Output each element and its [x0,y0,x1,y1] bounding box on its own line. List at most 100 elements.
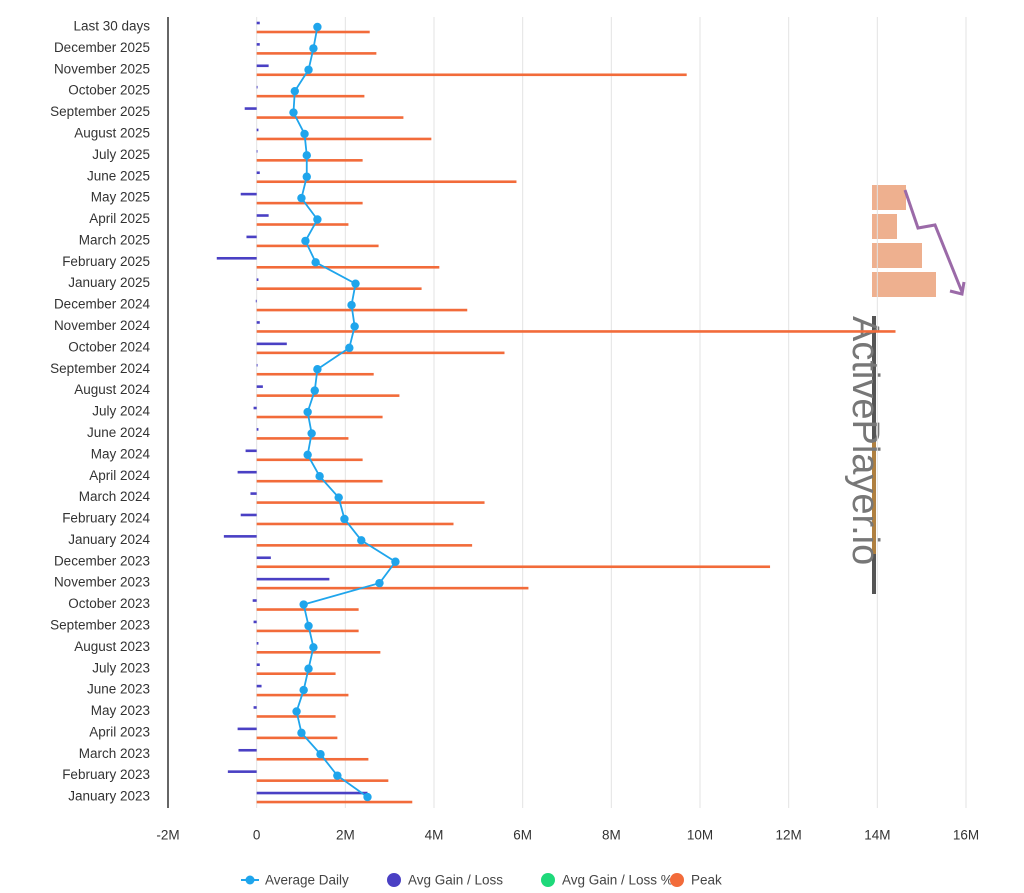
point [313,365,322,374]
x-tick-label: 12M [776,828,802,843]
watermark: ActivePlayer.io [844,316,886,565]
point [340,514,349,524]
y-tick-label: June 2023 [87,682,150,697]
y-tick-label: August 2023 [74,639,150,654]
point [299,685,308,695]
bar [256,556,271,560]
legend-swatch [245,875,255,885]
bar [245,449,257,453]
bar [256,428,259,431]
bar [256,244,379,248]
bar [216,256,257,260]
y-tick-label: May 2023 [91,703,150,718]
y-tick-label: October 2023 [68,596,150,611]
bar [256,351,505,355]
y-tick-label: July 2025 [92,147,150,162]
bar [256,608,359,611]
bar [256,779,389,782]
point [333,771,342,780]
legend-swatch [670,873,684,887]
bar [256,736,338,740]
bar [256,437,349,440]
point [315,471,324,481]
bar [256,116,404,119]
bar [256,128,259,132]
point [309,44,318,53]
point [303,407,312,417]
bar [256,308,468,312]
bar [253,406,257,410]
point [297,193,306,203]
x-tick-label: 2M [336,828,355,843]
bar [256,214,269,217]
y-tick-label: July 2024 [92,404,150,419]
bar [256,684,262,688]
bar [256,800,413,804]
x-tick-label: 14M [864,828,890,843]
y-tick-label: May 2024 [91,446,151,461]
bar [256,372,374,376]
point [334,493,343,502]
point [313,22,322,32]
legend-swatch [541,873,555,887]
bar [253,706,257,709]
point [350,322,359,331]
bar [227,770,257,773]
bar [256,321,260,324]
point [300,129,309,139]
point [345,343,354,353]
y-tick-label: October 2025 [68,83,150,98]
x-tick-label: 6M [513,828,532,843]
point [307,429,316,438]
bar [240,192,257,196]
y-tick-label: November 2023 [54,575,150,590]
y-tick-label: March 2025 [79,232,150,247]
bar [256,501,485,504]
x-tick-label: -2M [156,828,179,843]
legend: Average Daily Avg Gain / Loss Avg Gain / L… [241,873,722,888]
point [351,279,360,288]
bar [256,43,260,46]
bar [256,565,771,569]
point [311,258,320,267]
bar [256,287,422,290]
bar [256,672,336,675]
y-tick-label: April 2023 [89,724,150,739]
bar [256,642,259,645]
bar [256,137,432,141]
bar [256,52,377,55]
bar [256,479,383,483]
bar [256,21,260,25]
y-tick-label: August 2024 [74,382,150,397]
bar [256,94,365,98]
point [297,728,306,738]
point [303,450,312,459]
legend-label: Peak [691,873,722,888]
point [289,108,298,117]
bar [256,577,330,581]
point [301,236,310,246]
y-tick-label: September 2023 [50,617,150,632]
bar [256,586,529,590]
bar [256,363,258,367]
logo-icon [872,185,966,594]
bar [246,235,257,239]
y-tick-label: February 2025 [62,254,150,269]
y-tick-label: November 2025 [54,61,150,76]
point [347,300,356,310]
bar [256,394,400,397]
point [310,386,319,395]
bar [256,544,473,547]
point [313,215,322,224]
point [299,600,308,609]
y-tick-label: December 2025 [54,40,150,55]
bar [256,330,896,333]
y-tick-label: March 2023 [79,746,150,761]
point [316,750,325,759]
legend-label: Average Daily [265,873,349,888]
bar [256,342,287,346]
bar [237,470,257,474]
y-tick-label: July 2023 [92,660,150,675]
bar [256,85,258,89]
